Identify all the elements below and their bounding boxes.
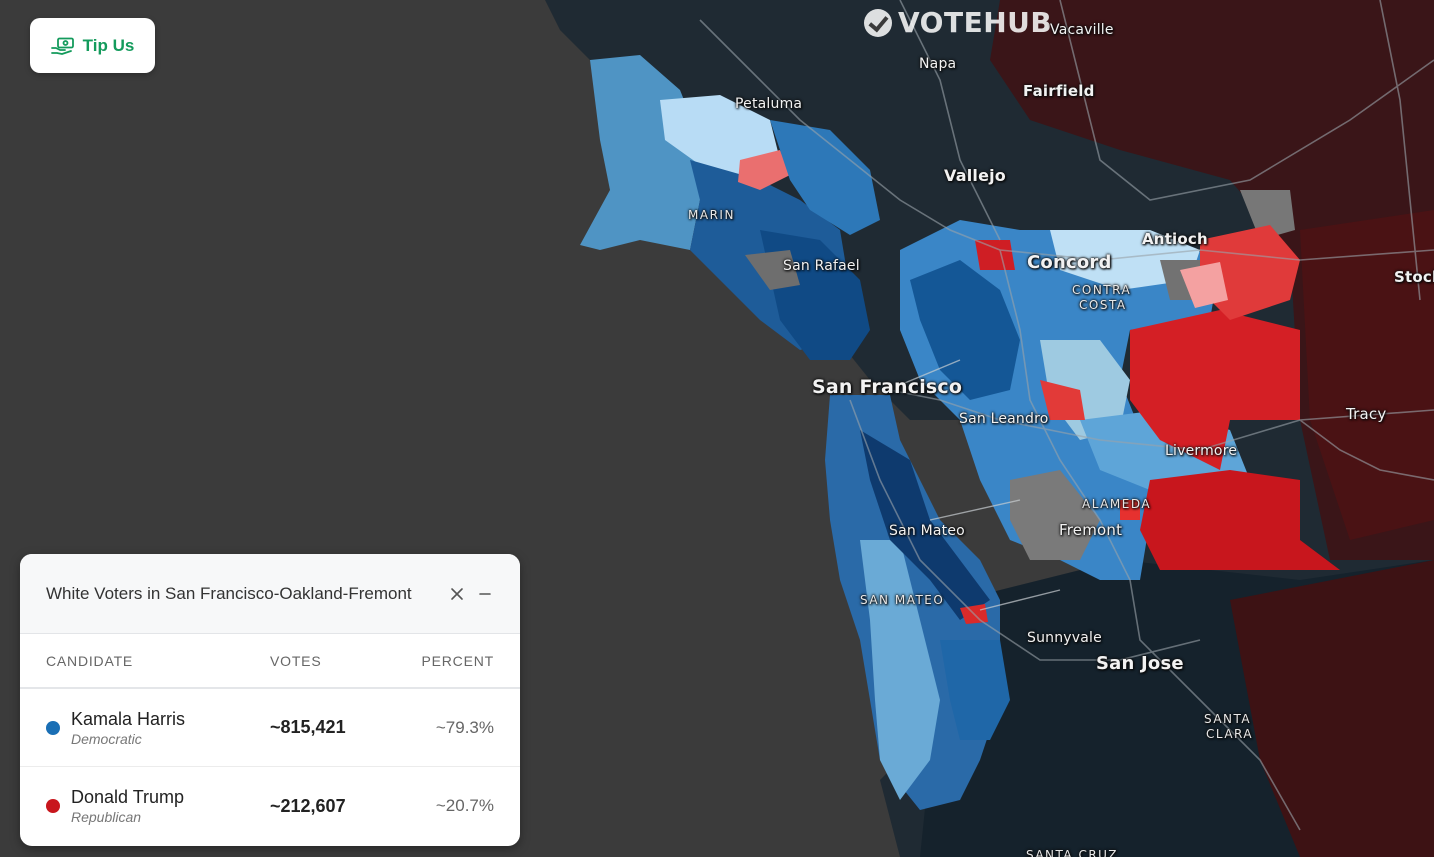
roads [699, 0, 1434, 831]
column-header-percent: PERCENT [421, 652, 494, 669]
place-label-vacaville: Vacaville [1050, 22, 1114, 38]
column-header-candidate: CANDIDATE [46, 652, 134, 669]
candidate-votes: ~212,607 [270, 795, 346, 816]
county-label-san-mateo: SAN MATEO [860, 593, 945, 607]
place-label-san-francisco: San Francisco [812, 376, 963, 398]
petaluma-red [738, 150, 790, 190]
minimize-button[interactable] [476, 585, 494, 603]
gray-patch-2 [1240, 190, 1295, 240]
table-row: Donald Trump Republican ~212,607 ~20.7% [20, 767, 520, 845]
candidate-name: Donald Trump [71, 787, 185, 807]
votehub-logo: VOTEHUB [864, 6, 1052, 39]
place-label-fairfield: Fairfield [1023, 82, 1095, 100]
peninsula-dark [860, 430, 990, 620]
place-label-stockton: Stock [1394, 268, 1434, 286]
place-label-san-rafael: San Rafael [783, 258, 860, 274]
peninsula-south-blue [940, 640, 1010, 740]
place-label-sunnyvale: Sunnyvale [1027, 630, 1102, 646]
tip-us-button[interactable]: Tip Us [30, 18, 155, 73]
place-label-fremont: Fremont [1059, 521, 1123, 539]
county-label-santa: SANTA [1204, 712, 1252, 726]
party-color-dot [46, 720, 60, 735]
gray-patch-3 [745, 250, 800, 290]
hand-money-icon [50, 37, 74, 55]
hayward-red [1040, 380, 1085, 420]
candidate-cell: Kamala Harris Democratic [46, 708, 270, 748]
land-east-darkred [1300, 210, 1434, 540]
county-label-clara: CLARA [1206, 727, 1254, 741]
antioch-pink [1180, 262, 1228, 308]
place-label-san-jose: San Jose [1096, 653, 1184, 674]
results-table-header: CANDIDATE VOTES PERCENT [20, 634, 520, 689]
candidate-percent: ~79.3% [435, 717, 494, 737]
place-label-antioch: Antioch [1142, 230, 1208, 248]
minimize-icon [479, 592, 491, 595]
north-bay-blue [770, 120, 880, 235]
candidate-party: Democratic [71, 730, 142, 747]
county-label-costa: COSTA [1079, 298, 1127, 312]
brand-name: VOTEHUB [898, 6, 1053, 39]
place-label-concord: Concord [1027, 252, 1112, 273]
place-label-san-leandro: San Leandro [959, 411, 1049, 427]
close-icon [451, 587, 463, 600]
county-label-santa-cruz: SANTA CRUZ [1026, 848, 1118, 857]
east-alameda-red [1140, 470, 1340, 570]
place-label-tracy: Tracy [1346, 405, 1387, 423]
concord-light [1050, 230, 1200, 290]
place-label-napa: Napa [919, 56, 957, 72]
close-button[interactable] [448, 585, 466, 603]
east-bay-dark [910, 260, 1020, 400]
candidate-cell: Donald Trump Republican [46, 786, 270, 826]
results-panel-header: White Voters in San Francisco-Oakland-Fr… [20, 554, 520, 634]
place-label-san-mateo: San Mateo [889, 523, 965, 539]
check-circle-icon [864, 8, 892, 37]
candidate-name: Kamala Harris [71, 708, 186, 729]
party-color-dot [46, 799, 60, 813]
county-label-contra: CONTRA [1072, 283, 1132, 297]
candidate-party: Republican [71, 809, 142, 825]
county-label-marin: MARIN [688, 208, 735, 222]
column-header-votes: VOTES [270, 652, 322, 669]
peninsula-coast-light [860, 540, 940, 800]
livermore-red [1130, 310, 1300, 470]
results-panel-title: White Voters in San Francisco-Oakland-Fr… [46, 583, 412, 603]
place-label-vallejo: Vallejo [944, 166, 1007, 185]
place-label-livermore: Livermore [1165, 443, 1238, 459]
fremont-red-small [1120, 500, 1140, 520]
candidate-percent: ~20.7% [435, 796, 494, 815]
tip-us-label: Tip Us [82, 35, 135, 55]
table-row: Kamala Harris Democratic ~815,421 ~79.3% [20, 689, 520, 767]
gray-patch-1 [1010, 470, 1100, 560]
concord-red [975, 240, 1015, 270]
land-southeast-red [1230, 560, 1434, 857]
bay-bridges [899, 359, 1061, 611]
results-panel: White Voters in San Francisco-Oakland-Fr… [20, 554, 520, 846]
candidate-votes: ~815,421 [270, 717, 346, 737]
county-label-alameda: ALAMEDA [1082, 497, 1152, 511]
place-label-petaluma: Petaluma [735, 96, 803, 112]
